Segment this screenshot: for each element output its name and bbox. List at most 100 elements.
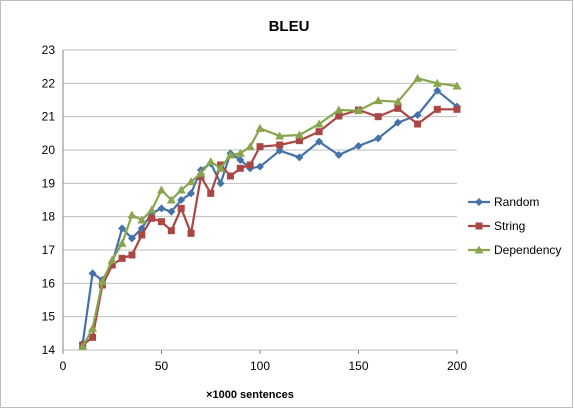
series-lines — [78, 73, 462, 351]
data-point-random-26 — [413, 111, 422, 119]
data-point-dependency-8 — [157, 185, 166, 194]
data-point-string-17 — [246, 161, 254, 169]
series-line-string — [82, 107, 457, 346]
data-point-dependency-11 — [186, 177, 196, 186]
legend-item-string: String — [468, 219, 525, 233]
x-tick-label-50: 50 — [155, 359, 169, 373]
y-tick-label-20: 20 — [42, 143, 56, 157]
legend-swatch-marker-random — [475, 198, 483, 206]
chart-title: BLEU — [269, 18, 310, 35]
x-axis-label: ×1000 sentences — [206, 389, 294, 401]
data-point-dependency-20 — [294, 130, 304, 139]
data-point-dependency-22 — [334, 105, 344, 114]
y-tick-label-22: 22 — [42, 76, 56, 90]
legend-swatch-marker-string — [475, 222, 483, 230]
data-point-string-8 — [158, 218, 165, 226]
data-point-random-27 — [433, 86, 442, 95]
data-point-random-19 — [275, 146, 284, 155]
data-point-dependency-15 — [225, 150, 235, 159]
data-point-random-18 — [256, 162, 264, 171]
data-point-string-16 — [236, 164, 244, 172]
legend-item-random: Random — [468, 195, 539, 209]
gridlines — [63, 49, 457, 351]
data-point-dependency-18 — [255, 123, 265, 132]
data-point-random-23 — [354, 142, 363, 150]
legend-label-dependency: Dependency — [494, 243, 561, 257]
data-point-dependency-25 — [393, 97, 403, 106]
data-point-string-7 — [148, 214, 156, 222]
data-point-dependency-27 — [432, 78, 442, 87]
data-point-dependency-19 — [275, 131, 285, 140]
legend: Random String Dependency — [468, 195, 561, 257]
series-string — [79, 104, 461, 349]
y-tick-label-17: 17 — [42, 243, 56, 257]
data-point-string-28 — [453, 105, 461, 113]
data-point-random-4 — [118, 224, 127, 233]
data-point-dependency-24 — [373, 96, 383, 105]
data-point-random-10 — [177, 196, 186, 204]
data-point-random-20 — [295, 153, 304, 162]
series-dependency — [78, 73, 462, 351]
y-tick-label-18: 18 — [42, 210, 56, 224]
data-point-dependency-7 — [147, 205, 157, 214]
data-point-string-26 — [414, 120, 422, 128]
data-point-dependency-21 — [314, 119, 324, 128]
data-point-dependency-3 — [107, 255, 117, 264]
data-point-random-16 — [236, 156, 245, 164]
y-tick-label-19: 19 — [42, 176, 56, 190]
x-tick-label-100: 100 — [250, 359, 270, 373]
data-point-string-27 — [433, 105, 441, 113]
data-point-dependency-17 — [245, 142, 255, 151]
data-point-random-9 — [167, 207, 176, 216]
x-tick-label-150: 150 — [348, 359, 368, 373]
series-line-dependency — [81, 77, 458, 348]
data-point-string-4 — [118, 254, 126, 262]
data-point-string-22 — [335, 112, 343, 120]
data-point-random-8 — [157, 204, 166, 213]
data-point-dependency-12 — [196, 168, 206, 177]
data-point-string-19 — [276, 141, 284, 149]
data-point-dependency-10 — [176, 185, 186, 194]
data-point-random-1 — [88, 269, 97, 278]
data-point-dependency-23 — [354, 106, 363, 115]
data-point-random-25 — [393, 118, 402, 127]
legend-swatch-marker-dependency — [474, 245, 484, 254]
y-tick-label-14: 14 — [42, 343, 56, 357]
data-point-random-21 — [315, 137, 324, 146]
data-point-random-24 — [374, 134, 383, 143]
data-point-dependency-6 — [137, 215, 147, 224]
data-point-dependency-16 — [235, 148, 245, 157]
x-tick-label-200: 200 — [447, 359, 467, 373]
data-point-string-9 — [167, 227, 175, 235]
data-point-dependency-4 — [117, 238, 127, 247]
y-tick-label-16: 16 — [42, 276, 56, 290]
data-point-random-5 — [127, 234, 136, 243]
data-point-dependency-1 — [88, 323, 98, 332]
data-point-string-5 — [128, 251, 136, 259]
data-point-string-15 — [226, 172, 234, 180]
legend-label-string: String — [494, 219, 525, 233]
legend-item-dependency: Dependency — [468, 243, 561, 257]
data-point-string-11 — [187, 229, 195, 237]
y-tick-label-21: 21 — [42, 110, 56, 124]
data-point-dependency-2 — [97, 277, 107, 286]
data-point-dependency-14 — [216, 163, 226, 172]
data-point-string-6 — [138, 231, 146, 239]
data-point-string-24 — [374, 113, 382, 121]
x-tick-label-0: 0 — [60, 359, 67, 373]
data-point-random-14 — [216, 179, 225, 188]
data-point-string-20 — [295, 137, 303, 145]
data-point-dependency-5 — [127, 210, 137, 219]
y-tick-label-23: 23 — [42, 43, 56, 57]
data-point-dependency-0 — [78, 342, 88, 351]
legend-label-random: Random — [494, 195, 539, 209]
data-point-string-10 — [177, 204, 185, 212]
data-point-string-1 — [89, 333, 97, 341]
data-point-string-13 — [207, 189, 215, 197]
data-point-dependency-9 — [166, 195, 176, 204]
data-point-string-3 — [108, 261, 116, 269]
axes: 14 15 16 17 18 19 20 21 22 23 0 50 100 150 200 — [42, 43, 468, 373]
y-tick-label-15: 15 — [42, 310, 56, 324]
